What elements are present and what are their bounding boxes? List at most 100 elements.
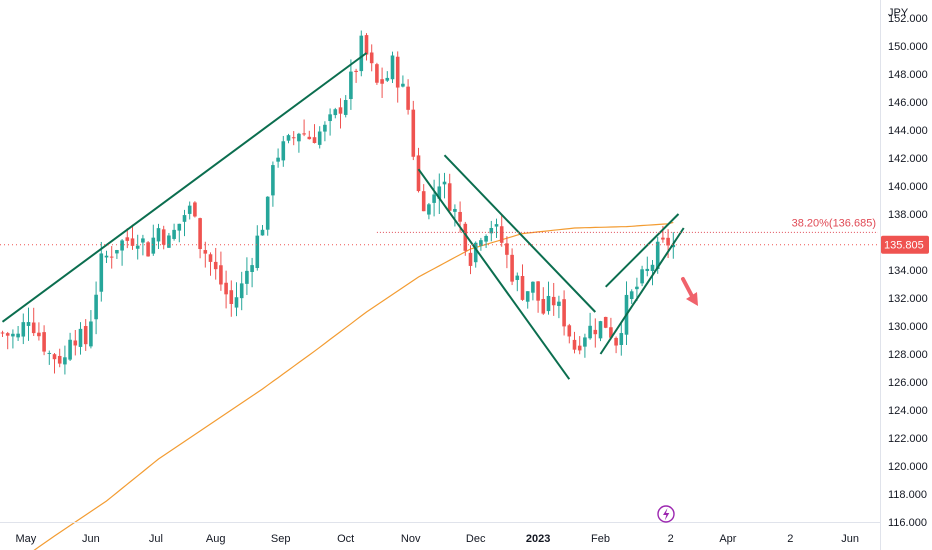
candle-body: [307, 136, 312, 140]
candle: [447, 173, 452, 212]
candle-body: [193, 202, 197, 217]
candle: [0, 330, 5, 337]
candle-body: [588, 325, 592, 339]
candle-body: [333, 109, 338, 116]
candle-body: [135, 245, 140, 249]
candle: [349, 59, 353, 110]
candle-body: [510, 254, 514, 282]
candle: [473, 241, 478, 268]
candle: [265, 196, 270, 236]
candle-body: [297, 133, 301, 142]
candle-body: [239, 283, 244, 299]
candle: [359, 30, 364, 77]
candle-body: [52, 354, 57, 360]
candle: [640, 265, 644, 287]
candle: [286, 133, 291, 144]
candle-body: [338, 107, 343, 114]
price-axis[interactable]: JPY 116.000 118.000 120.000 122.000 124.000 1…: [888, 7, 928, 529]
candle-body: [291, 137, 296, 139]
candle: [135, 234, 140, 260]
candle: [572, 331, 577, 354]
candle-body: [432, 194, 436, 203]
candle: [281, 135, 286, 167]
last-price-tag[interactable]: 135.805: [881, 235, 929, 254]
candle-body: [182, 215, 187, 222]
candle: [120, 239, 124, 266]
price-tick-label: 126.000: [888, 377, 928, 389]
candle: [333, 107, 338, 119]
candle-body: [245, 270, 249, 284]
candle: [182, 209, 187, 237]
candle: [317, 126, 322, 149]
candle: [629, 289, 634, 305]
lightning-icon: [663, 508, 670, 521]
candle: [307, 130, 312, 140]
candle-body: [406, 86, 410, 110]
candle-body: [203, 250, 208, 254]
candle: [57, 348, 62, 368]
candle-body: [317, 131, 322, 145]
candle-body: [661, 237, 665, 240]
candle-body: [302, 133, 306, 135]
candle: [141, 234, 145, 256]
time-axis[interactable]: May Jun Jul Aug Sep Oct Nov Dec 2023 Feb 2 Apr 2 Jun: [16, 533, 859, 545]
candle-body: [16, 333, 20, 338]
candle-body: [312, 137, 317, 144]
candle-body: [281, 141, 286, 161]
candle-body: [89, 321, 93, 347]
candle: [603, 316, 608, 329]
candle-body: [161, 229, 166, 245]
candle: [645, 256, 650, 277]
candle-body: [577, 345, 582, 351]
candle-body: [619, 333, 624, 345]
candle: [47, 350, 52, 365]
candle: [11, 329, 15, 349]
candle-body: [583, 337, 587, 347]
candle-body: [385, 77, 390, 81]
candle-body: [505, 243, 509, 255]
time-tick-label: 2: [668, 533, 674, 545]
candle-body: [47, 352, 52, 354]
candle-body: [479, 240, 483, 246]
candle-body: [120, 240, 124, 251]
candle-body: [650, 264, 655, 272]
candle-body: [11, 333, 15, 337]
candle: [375, 62, 379, 85]
candle-body: [468, 252, 473, 266]
last-price-tag-bg: [881, 235, 929, 254]
candle-body: [63, 357, 67, 365]
price-tick-label: 142.000: [888, 153, 928, 165]
candle-body: [437, 186, 442, 199]
candle-body: [515, 275, 520, 280]
candle: [609, 317, 613, 340]
candle-body: [395, 56, 400, 88]
plot-area[interactable]: 38.20%(136.685): [0, 30, 880, 550]
time-tick-label: Jun: [82, 533, 100, 545]
candle: [94, 281, 98, 335]
candle: [31, 307, 36, 337]
candle: [16, 325, 20, 341]
candle: [364, 33, 369, 61]
price-tick-label: 118.000: [888, 489, 927, 501]
candle: [260, 224, 265, 236]
candle-body: [390, 55, 395, 80]
candle-body: [666, 237, 670, 246]
candle-body: [645, 268, 650, 272]
candle: [546, 281, 551, 315]
candle: [104, 250, 109, 263]
candle-body: [609, 327, 613, 338]
candle-body: [104, 255, 109, 258]
candle-body: [442, 181, 447, 185]
candle: [380, 67, 384, 98]
candle-body: [453, 208, 457, 212]
candle-body: [234, 297, 239, 308]
candle-body: [229, 290, 234, 304]
candle: [557, 295, 561, 319]
candle-body: [635, 286, 639, 290]
candle-body: [276, 157, 280, 162]
candle: [21, 313, 26, 345]
event-lightning-icon[interactable]: [657, 505, 675, 523]
candle: [213, 247, 218, 280]
candle: [567, 323, 572, 344]
